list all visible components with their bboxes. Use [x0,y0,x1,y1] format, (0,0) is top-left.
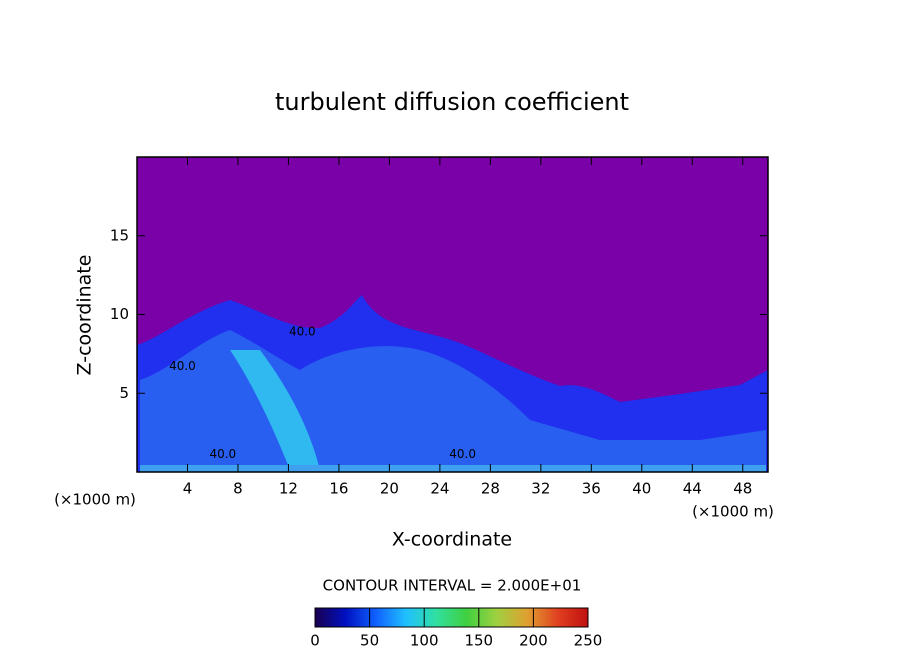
field-region [230,350,320,470]
x-tick-label: 32 [531,480,550,498]
x-tick-label: 40 [632,480,651,498]
colorbar-tick-label: 250 [574,632,603,650]
y-tick-label: 5 [119,384,129,402]
contour-label: 40.0 [289,324,316,338]
colorbar-tick-label: 150 [464,632,493,650]
y-tick-label: 10 [110,305,129,323]
x-tick-label: 24 [430,480,449,498]
x-unit-label: (×1000 m) [54,491,136,509]
contour-label: 40.0 [449,447,476,461]
chart-title: turbulent diffusion coefficient [275,88,629,116]
contour-label: 40.0 [169,359,196,373]
colorbar-tick-label: 200 [519,632,548,650]
contour-label: 40.0 [209,447,236,461]
x-tick-label: 8 [233,480,243,498]
colorbar-tick-label: 0 [310,632,320,650]
colorbar-label: CONTOUR INTERVAL = 2.000E+01 [323,577,582,595]
x-tick-label: 20 [380,480,399,498]
x-tick-label: 44 [683,480,702,498]
x-unit-label: (×1000 m) [692,503,774,521]
x-tick-label: 28 [481,480,500,498]
colorbar-tick-label: 50 [360,632,379,650]
x-axis-label: X-coordinate [392,529,512,551]
x-tick-label: 4 [183,480,193,498]
x-tick-label: 36 [582,480,601,498]
x-tick-label: 16 [329,480,348,498]
x-tick-label: 12 [279,480,298,498]
field-region [140,465,766,472]
field [137,295,768,472]
colorbar [314,607,589,628]
x-tick-label: 48 [733,480,752,498]
y-axis-label: Z-coordinate [74,255,96,376]
y-tick-label: 15 [110,226,129,244]
colorbar-tick-label: 100 [410,632,439,650]
